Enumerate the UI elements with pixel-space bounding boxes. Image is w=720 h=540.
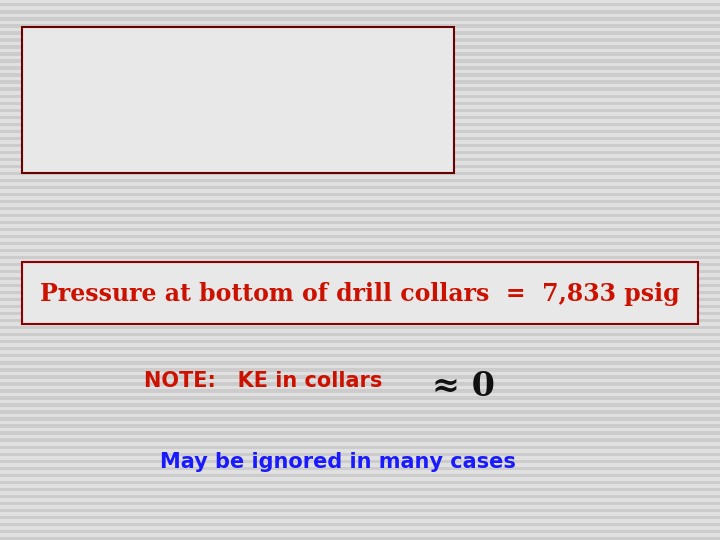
Bar — [0, 228, 720, 231]
Bar — [0, 242, 720, 245]
Bar — [0, 256, 720, 259]
Bar — [0, 467, 720, 470]
Bar — [0, 144, 720, 147]
Bar — [0, 3, 720, 6]
Bar — [0, 137, 720, 140]
Text: NOTE:   KE in collars: NOTE: KE in collars — [144, 370, 382, 391]
Bar — [0, 516, 720, 519]
Bar — [22, 27, 454, 173]
Bar — [0, 172, 720, 175]
Bar — [0, 305, 720, 308]
Bar — [0, 481, 720, 484]
Bar — [0, 537, 720, 540]
Bar — [0, 10, 720, 14]
Bar — [0, 80, 720, 84]
Bar — [0, 158, 720, 161]
Bar — [0, 424, 720, 428]
Bar — [0, 52, 720, 56]
Bar — [0, 38, 720, 42]
Bar — [0, 109, 720, 112]
Bar — [0, 17, 720, 21]
Bar — [0, 165, 720, 168]
Bar — [0, 326, 720, 329]
Bar — [0, 438, 720, 442]
Bar — [0, 495, 720, 498]
Bar — [0, 130, 720, 133]
Bar — [0, 291, 720, 294]
Bar — [0, 214, 720, 217]
Bar — [0, 31, 720, 35]
Bar — [0, 368, 720, 372]
Text: Pressure at bottom of drill collars  =  7,833 psig: Pressure at bottom of drill collars = 7,… — [40, 282, 680, 306]
Bar — [0, 87, 720, 91]
Bar — [0, 102, 720, 105]
Bar — [0, 333, 720, 336]
Bar — [0, 354, 720, 357]
Bar — [0, 123, 720, 126]
Bar — [0, 389, 720, 393]
Text: ≈ 0: ≈ 0 — [432, 369, 495, 403]
Bar — [0, 207, 720, 210]
Bar — [0, 431, 720, 435]
Bar — [0, 410, 720, 414]
Bar — [0, 340, 720, 343]
Bar — [0, 347, 720, 350]
Bar — [0, 263, 720, 266]
Bar — [0, 24, 720, 28]
Bar — [0, 530, 720, 533]
Bar — [0, 403, 720, 407]
Bar — [0, 186, 720, 189]
Bar — [22, 262, 698, 324]
Bar — [0, 200, 720, 203]
Bar — [0, 417, 720, 421]
Bar — [0, 151, 720, 154]
Bar — [0, 116, 720, 119]
Bar — [0, 249, 720, 252]
Bar — [0, 73, 720, 77]
Bar — [0, 59, 720, 63]
Bar — [0, 179, 720, 182]
Bar — [0, 298, 720, 301]
Bar — [0, 319, 720, 322]
Bar — [0, 453, 720, 456]
Bar — [0, 221, 720, 224]
Bar — [0, 45, 720, 49]
Bar — [0, 375, 720, 379]
Bar — [0, 94, 720, 98]
Bar — [0, 66, 720, 70]
Bar — [0, 277, 720, 280]
Bar — [0, 284, 720, 287]
Bar — [0, 523, 720, 526]
Bar — [0, 396, 720, 400]
Bar — [0, 235, 720, 238]
Bar — [0, 474, 720, 477]
Bar — [0, 446, 720, 449]
Text: May be ignored in many cases: May be ignored in many cases — [161, 451, 516, 472]
Bar — [0, 509, 720, 512]
Bar — [0, 460, 720, 463]
Bar — [0, 502, 720, 505]
Bar — [0, 382, 720, 386]
Bar — [0, 193, 720, 196]
Bar — [0, 270, 720, 273]
Bar — [0, 488, 720, 491]
Bar — [0, 361, 720, 365]
Bar — [0, 312, 720, 315]
